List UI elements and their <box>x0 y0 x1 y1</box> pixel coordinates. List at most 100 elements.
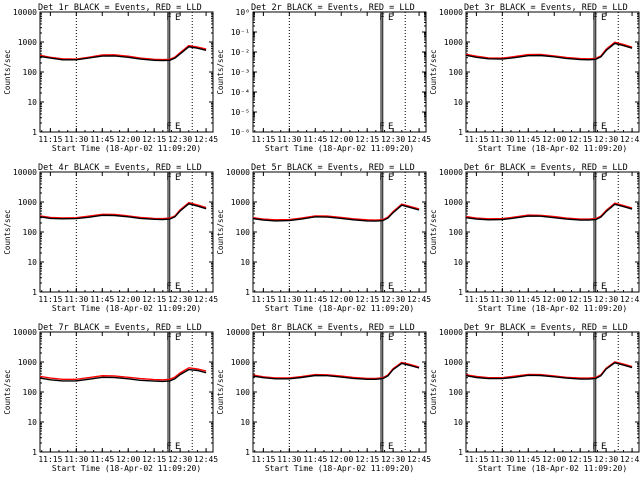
x-tick-label: 11:45 <box>303 135 327 144</box>
y-tick-label: 10⁻⁴ <box>231 88 250 97</box>
y-tick-label: 100 <box>449 68 464 77</box>
x-tick-label: 12:45 <box>194 135 218 144</box>
panel-3: Det 3r BLACK = Events, RED = LLD 1 10 100 10… <box>429 3 640 153</box>
y-tick-label: 100 <box>23 228 38 237</box>
y-tick-label: 10000 <box>226 328 250 337</box>
flag-label: E <box>601 122 606 132</box>
y-tick-label: 10000 <box>13 328 37 337</box>
x-tick-label: 11:45 <box>303 295 327 304</box>
lld-series-line <box>465 41 633 60</box>
flag-label: E <box>388 173 393 183</box>
flag-label: E <box>601 173 606 183</box>
y-tick-label: 1 <box>32 288 37 297</box>
y-tick-label: 10 <box>27 418 37 427</box>
x-tick-label: 12:15 <box>142 455 166 464</box>
x-tick-label: 11:45 <box>90 295 114 304</box>
x-tick-label: 12:00 <box>116 135 140 144</box>
x-tick-label: 11:30 <box>277 295 301 304</box>
x-tick-label: 12:00 <box>329 455 353 464</box>
x-tick-label: 11:45 <box>90 135 114 144</box>
panel-5: Det 5r BLACK = Events, RED = LLD 1 10 100 10… <box>216 163 431 313</box>
x-tick-label: 11:45 <box>90 455 114 464</box>
y-tick-label: 1000 <box>444 198 463 207</box>
events-series-line <box>465 42 633 61</box>
y-tick-label: 10 <box>453 418 463 427</box>
events-series-line <box>465 362 633 380</box>
x-tick-label: 12:00 <box>542 455 566 464</box>
panel-title: Det 9r BLACK = Events, RED = LLD <box>464 323 628 333</box>
x-tick-label: 12:00 <box>329 135 353 144</box>
x-tick-label: 12:15 <box>142 135 166 144</box>
y-tick-label: 10⁰ <box>236 8 250 17</box>
y-tick-label: 1000 <box>18 198 37 207</box>
events-series-line <box>252 204 420 222</box>
x-tick-label: 12:30 <box>168 295 192 304</box>
panel-title: Det 3r BLACK = Events, RED = LLD <box>464 3 628 13</box>
flag-label: F <box>379 122 384 132</box>
x-tick-label: 11:45 <box>516 135 540 144</box>
flag-label: E <box>175 122 180 132</box>
y-tick-label: 1 <box>458 448 463 457</box>
y-tick-label: 10 <box>27 258 37 267</box>
y-tick-label: 10000 <box>13 8 37 17</box>
flag-label: E <box>388 13 393 23</box>
panel-title: Det 7r BLACK = Events, RED = LLD <box>38 323 202 333</box>
x-tick-label: 12:45 <box>407 135 431 144</box>
events-series-line <box>39 46 207 62</box>
x-tick-label: 11:15 <box>38 135 62 144</box>
flag-label: E <box>601 282 606 292</box>
flag-label: E <box>388 333 393 343</box>
flag-label: F <box>592 173 597 183</box>
panel-title: Det 2r BLACK = Events, RED = LLD <box>251 3 415 13</box>
flag-label: F <box>379 173 384 183</box>
flag-label: F <box>592 333 597 343</box>
flag-label: E <box>175 333 180 343</box>
plot-frame <box>252 331 427 453</box>
lld-series-line <box>39 367 207 381</box>
panel-6: Det 6r BLACK = Events, RED = LLD 1 10 100 10… <box>429 163 640 313</box>
x-tick-label: 12:30 <box>594 295 618 304</box>
x-tick-label: 12:15 <box>355 135 379 144</box>
flag-label: F <box>379 13 384 23</box>
x-tick-label: 11:30 <box>490 455 514 464</box>
flag-label: E <box>601 442 606 452</box>
events-series-line <box>252 362 420 380</box>
flag-label: E <box>601 333 606 343</box>
flag-label: F <box>592 442 597 452</box>
y-tick-label: 100 <box>23 388 38 397</box>
flag-label: F <box>592 13 597 23</box>
flag-label: E <box>175 13 180 23</box>
y-axis-label: Counts/sec <box>216 49 225 94</box>
x-tick-label: 12:00 <box>116 455 140 464</box>
y-tick-label: 1 <box>32 128 37 137</box>
x-tick-label: 11:30 <box>490 135 514 144</box>
y-tick-label: 1000 <box>444 38 463 47</box>
plot-frame <box>465 171 640 293</box>
x-tick-label: 11:30 <box>277 135 301 144</box>
flag-label: F <box>379 333 384 343</box>
y-tick-label: 10⁻⁵ <box>231 108 250 117</box>
y-tick-label: 100 <box>23 68 38 77</box>
x-tick-label: 11:30 <box>64 135 88 144</box>
x-tick-label: 12:15 <box>355 295 379 304</box>
panel-title: Det 5r BLACK = Events, RED = LLD <box>251 163 415 173</box>
x-tick-label: 12:30 <box>168 455 192 464</box>
x-axis-label: Start Time (18-Apr-02 11:09:20) <box>265 464 414 473</box>
flag-label: E <box>175 282 180 292</box>
x-axis-label: Start Time (18-Apr-02 11:09:20) <box>52 304 201 313</box>
events-series-line <box>39 368 207 383</box>
x-tick-label: 11:15 <box>38 455 62 464</box>
x-tick-label: 12:45 <box>620 135 640 144</box>
plot-frame <box>252 11 427 133</box>
x-tick-label: 12:15 <box>568 135 592 144</box>
y-tick-label: 1000 <box>18 38 37 47</box>
x-tick-label: 12:45 <box>407 295 431 304</box>
y-axis-label: Counts/sec <box>216 209 225 254</box>
plot-frame <box>465 11 640 133</box>
panel-9: Det 9r BLACK = Events, RED = LLD 1 10 100 10… <box>429 323 640 473</box>
panel-7: Det 7r BLACK = Events, RED = LLD 1 10 100 10… <box>3 323 218 473</box>
lld-series-line <box>252 203 420 221</box>
panel-4: Det 4r BLACK = Events, RED = LLD 1 10 100 10… <box>3 163 218 313</box>
flag-label: F <box>166 333 171 343</box>
